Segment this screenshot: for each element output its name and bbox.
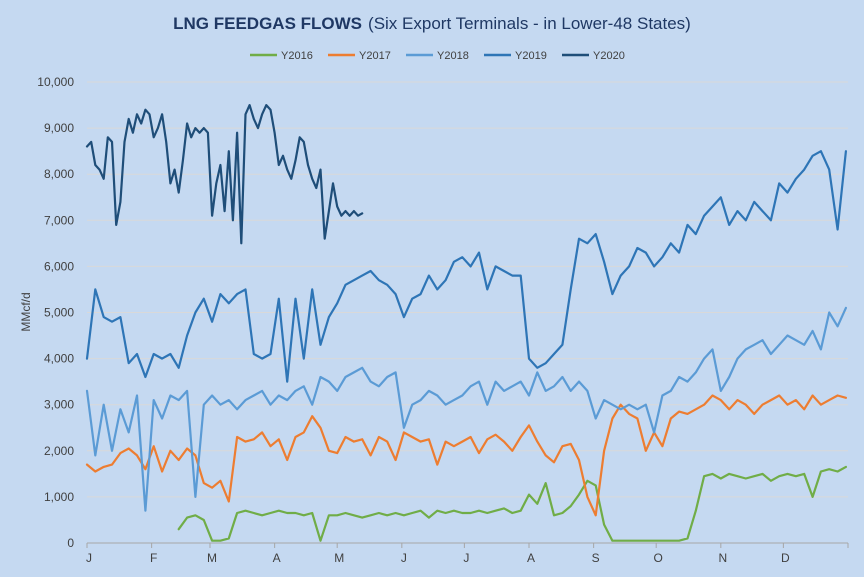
y-axis-ticks: 0 1,000 2,000 3,000 4,000 5,000 6,000 7,000 8,00… (37, 75, 74, 550)
chart-subtitle: (Six Export Terminals - in Lower-48 Stat… (368, 14, 691, 33)
legend-label: Y2016 (281, 50, 313, 62)
x-tick-label: F (150, 551, 157, 565)
x-tick-label: J (401, 551, 407, 565)
y-tick-label: 9,000 (44, 121, 74, 135)
y-tick-label: 0 (67, 536, 74, 550)
x-tick-label: J (86, 551, 92, 565)
x-tick-label: A (273, 551, 281, 565)
x-tick-label: D (781, 551, 790, 565)
legend-label: Y2019 (515, 50, 547, 62)
y-tick-label: 6,000 (44, 259, 74, 273)
y-tick-label: 2,000 (44, 444, 74, 458)
series-line-y2018 (85, 306, 848, 512)
chart-title-line: LNG FEEDGAS FLOWS (Six Export Terminals -… (173, 14, 691, 33)
legend-label: Y2020 (593, 50, 625, 62)
series-line-y2019 (85, 150, 848, 383)
legend-label: Y2018 (437, 50, 469, 62)
chart-title: LNG FEEDGAS FLOWS (173, 14, 362, 33)
x-tick-label: M (334, 551, 344, 565)
y-axis-label: MMcf/d (19, 292, 33, 331)
y-tick-label: 7,000 (44, 213, 74, 227)
x-tick-label: S (592, 551, 600, 565)
series-line-y2020 (85, 103, 364, 245)
x-tick-label: O (654, 551, 663, 565)
y-tick-label: 5,000 (44, 306, 74, 320)
x-tick-label: M (207, 551, 217, 565)
grid-lines (87, 81, 848, 544)
x-tick-label: A (527, 551, 535, 565)
series-lines (85, 103, 848, 542)
y-tick-label: 3,000 (44, 398, 74, 412)
y-tick-label: 8,000 (44, 167, 74, 181)
y-tick-label: 10,000 (37, 75, 74, 89)
chart-legend: Y2016 Y2017 Y2018 Y2019 Y2020 (250, 50, 625, 62)
legend-label: Y2017 (359, 50, 391, 62)
x-tick-label: N (718, 551, 727, 565)
y-tick-label: 4,000 (44, 352, 74, 366)
x-tick-label: J (463, 551, 469, 565)
series-line-y2016 (177, 465, 848, 542)
y-tick-label: 1,000 (44, 490, 74, 504)
series-line-y2017 (85, 394, 848, 517)
